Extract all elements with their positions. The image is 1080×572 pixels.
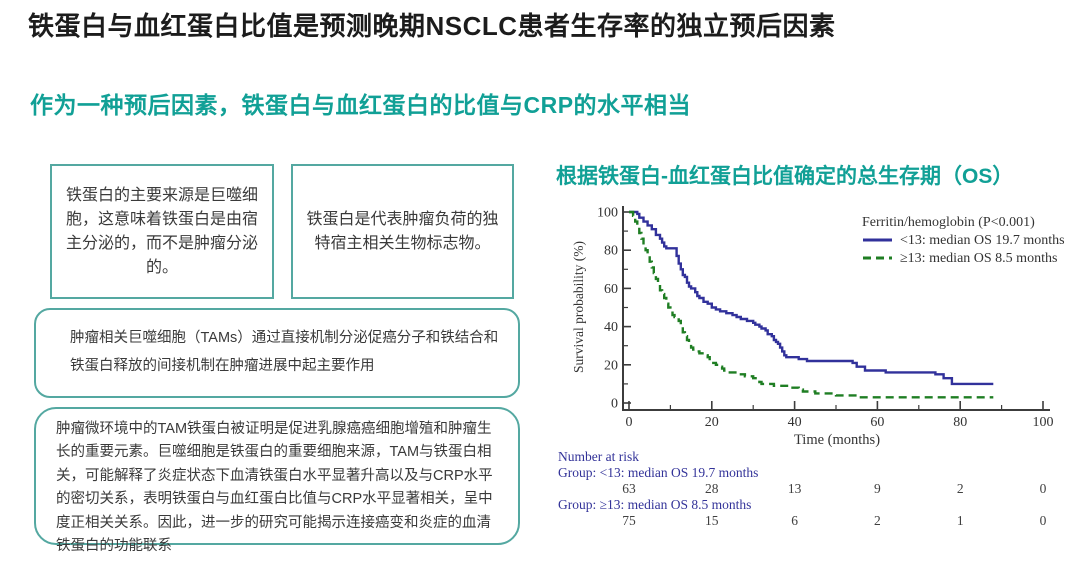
legend-title: Ferritin/hemoglobin (P<0.001) (862, 215, 1035, 230)
x-tick-label: 0 (626, 415, 633, 430)
number-at-risk-table: Number at risk Group: <13: median OS 19.… (556, 449, 1080, 533)
info-box-tams-mechanism: 肿瘤相关巨噬细胞（TAMs）通过直接机制分泌促癌分子和铁结合和铁蛋白释放的间接机… (34, 308, 520, 398)
risk-count-row: 75 15 6 2 1 0 (556, 513, 1080, 529)
number-at-risk-heading: Number at risk (558, 449, 639, 464)
x-tick-label: 80 (953, 415, 967, 430)
info-box-text: 肿瘤微环境中的TAM铁蛋白被证明是促进乳腺癌癌细胞增殖和肿瘤生长的重要元素。巨噬… (56, 421, 493, 555)
legend-label-1: ≥13: median OS 8.5 months (900, 251, 1057, 266)
chart-title: 根据铁蛋白-血红蛋白比值确定的总生存期（OS） (556, 165, 1014, 188)
risk-count: 9 (874, 481, 881, 496)
risk-group-label: Group: ≥13: median OS 8.5 months (558, 497, 752, 512)
info-box-text: 肿瘤相关巨噬细胞（TAMs）通过直接机制分泌促癌分子和铁结合和铁蛋白释放的间接机… (70, 330, 499, 374)
risk-count: 2 (874, 513, 881, 528)
km-survival-chart: 0 20 40 60 80 100 0 20 40 60 80 100 Time (months) Sur… (556, 192, 1080, 450)
survival-curve-0 (629, 210, 994, 386)
x-tick-label: 60 (870, 415, 884, 430)
info-box-text: 铁蛋白是代表肿瘤负荷的独特宿主相关生物标志物。 (306, 210, 499, 252)
survival-curve-1 (629, 210, 994, 399)
slide-subtitle: 作为一种预后因素，铁蛋白与血红蛋白的比值与CRP的水平相当 (30, 92, 692, 118)
y-axis-label: Survival probability (%) (571, 241, 586, 373)
risk-count: 63 (622, 481, 636, 496)
x-tick-label: 100 (1033, 415, 1054, 430)
x-tick-label: 40 (788, 415, 802, 430)
risk-count: 1 (956, 513, 964, 528)
x-axis-label: Time (months) (794, 432, 880, 448)
slide-title: 铁蛋白与血红蛋白比值是预测晚期NSCLC患者生存率的独立预后因素 (28, 11, 836, 41)
risk-count: 2 (956, 481, 964, 496)
y-tick-label: 0 (611, 397, 618, 412)
info-box-tam-ferritin-crp: 肿瘤微环境中的TAM铁蛋白被证明是促进乳腺癌癌细胞增殖和肿瘤生长的重要元素。巨噬… (34, 407, 520, 554)
risk-count: 75 (622, 513, 636, 528)
info-box-text: 铁蛋白的主要来源是巨噬细胞，这意味着铁蛋白是由宿主分泌的，而不是肿瘤分泌的。 (65, 186, 258, 276)
risk-count: 0 (1039, 481, 1047, 496)
y-tick-label: 100 (597, 206, 618, 221)
risk-group-label: Group: <13: median OS 19.7 months (558, 465, 759, 480)
y-tick-label: 20 (604, 358, 618, 373)
y-tick-label: 80 (604, 244, 618, 259)
x-tick-label: 20 (705, 415, 719, 430)
y-tick-label: 60 (604, 282, 618, 297)
risk-count-row: 63 28 13 9 2 0 (556, 481, 1080, 497)
legend-label-0: <13: median OS 19.7 months (900, 233, 1065, 248)
y-tick-label: 40 (604, 320, 618, 335)
info-box-biomarker: 铁蛋白是代表肿瘤负荷的独特宿主相关生物标志物。 (291, 164, 514, 299)
risk-count: 6 (791, 513, 798, 528)
km-survival-plot: 0 20 40 60 80 100 0 20 40 60 80 100 Time (months) Sur… (571, 206, 1065, 449)
risk-count: 13 (787, 481, 802, 496)
risk-count: 0 (1039, 513, 1047, 528)
risk-count: 15 (705, 513, 719, 528)
info-box-ferritin-source: 铁蛋白的主要来源是巨噬细胞，这意味着铁蛋白是由宿主分泌的，而不是肿瘤分泌的。 (50, 164, 274, 299)
risk-count: 28 (705, 481, 719, 496)
